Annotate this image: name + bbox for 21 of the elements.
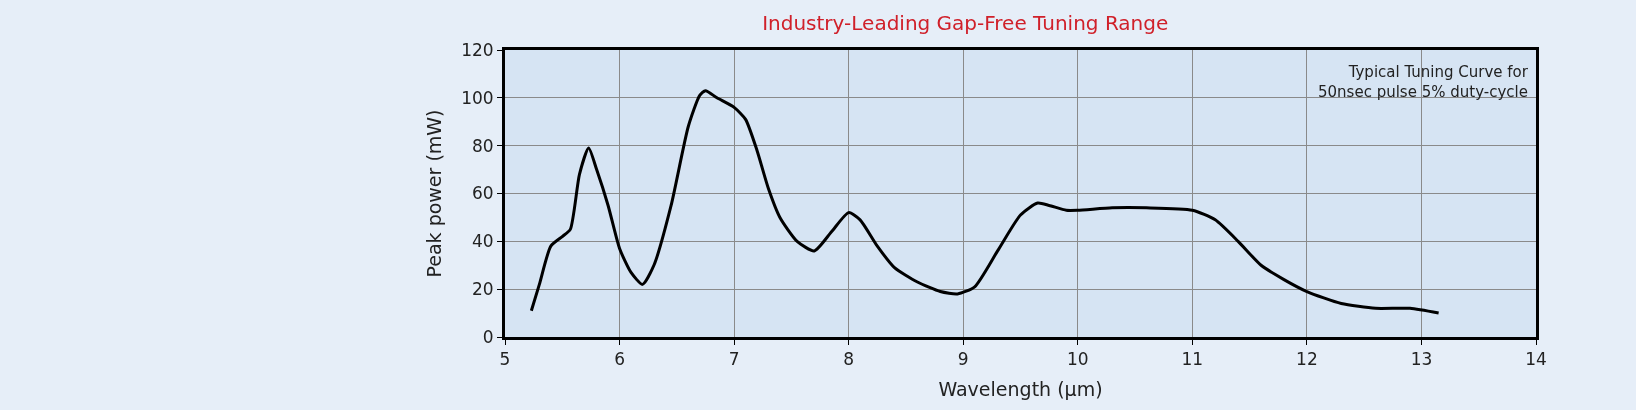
x-tick-label: 9: [957, 349, 969, 370]
y-tick-label: 80: [471, 135, 494, 156]
y-tick-label: 0: [482, 326, 494, 347]
y-tick-label: 60: [471, 183, 494, 204]
chart-title: Industry-Leading Gap-Free Tuning Range: [762, 11, 1169, 36]
x-tick-label: 7: [728, 349, 740, 370]
x-axis-title: Wavelength (µm): [938, 378, 1103, 401]
x-tick-label: 11: [1181, 349, 1204, 370]
x-tick-label: 14: [1525, 349, 1547, 370]
y-tick-label: 100: [461, 87, 494, 108]
y-tick-label: 40: [471, 231, 494, 252]
y-tick-label: 120: [461, 39, 494, 60]
x-tick-label: 8: [843, 349, 855, 370]
y-tick-label: 20: [471, 279, 494, 300]
x-tick-label: 10: [1066, 349, 1089, 370]
x-tick-label: 6: [614, 349, 625, 370]
x-tick-label: 12: [1296, 349, 1318, 370]
x-tick-label: 13: [1410, 349, 1433, 370]
annotation: Typical Tuning Curve for 50nsec pulse 5% duty-cycle: [1318, 63, 1529, 101]
y-axis-title: Peak power (mW): [423, 109, 445, 278]
x-tick-label: 5: [499, 349, 511, 370]
